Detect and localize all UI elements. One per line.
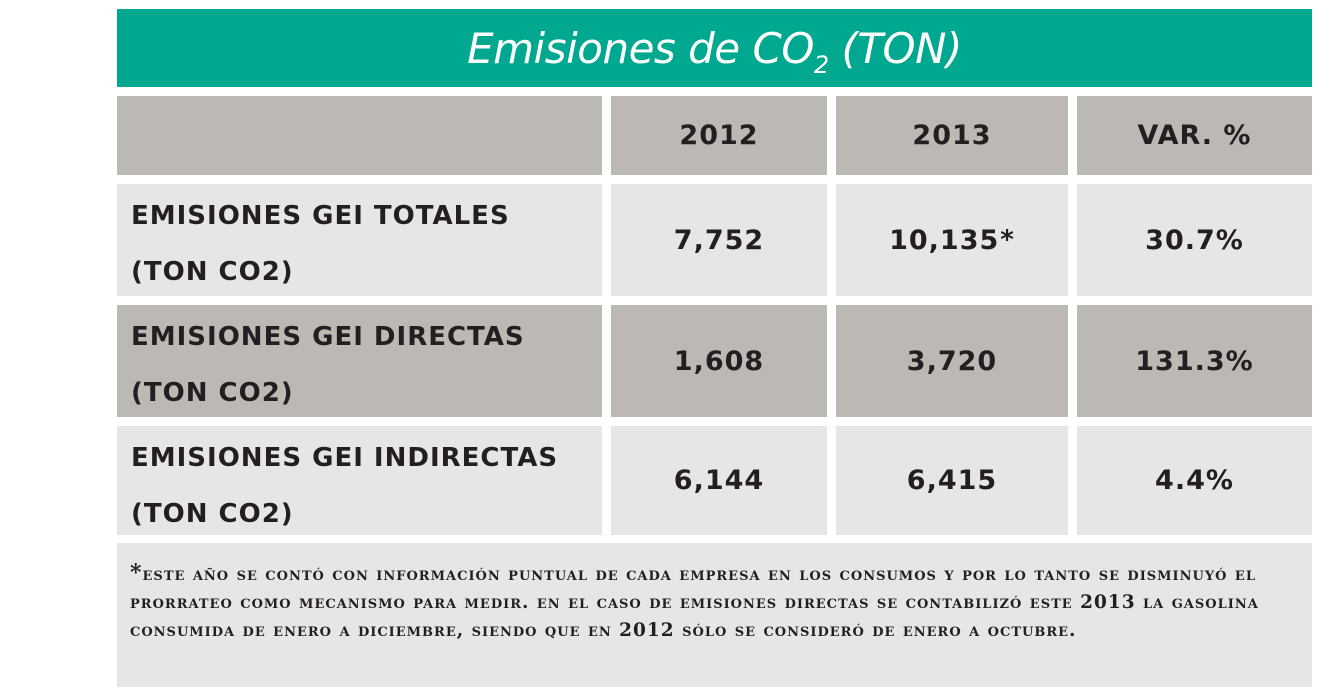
title-unit: (TON)	[828, 23, 963, 73]
table-title-bar: Emisiones de CO2 (TON)	[117, 9, 1312, 87]
table-title: Emisiones de CO2 (TON)	[467, 23, 963, 77]
cell-indirectas-var: 4.4%	[1077, 426, 1312, 535]
header-var-pct: VAR. %	[1077, 96, 1312, 175]
cell-totales-2013: 10,135 *	[836, 184, 1068, 296]
cell-indirectas-2013: 6,415	[836, 426, 1068, 535]
header-2012: 2012	[611, 96, 827, 175]
footnote-text: ESTE AÑO SE CONTÓ CON INFORMACIÓN PUNTUA…	[130, 564, 1259, 641]
row-label-line2: (TON CO2)	[131, 499, 294, 529]
cell-totales-2012: 7,752	[611, 184, 827, 296]
cell-totales-2013-value: 10,135	[889, 224, 1000, 256]
header-2013: 2013	[836, 96, 1068, 175]
header-empty-cell	[117, 96, 602, 175]
footnote-asterisk: *	[130, 560, 143, 586]
cell-directas-var: 131.3%	[1077, 305, 1312, 417]
title-subscript: 2	[813, 50, 829, 79]
row-label-line2: (TON CO2)	[131, 257, 294, 287]
cell-totales-var: 30.7%	[1077, 184, 1312, 296]
cell-indirectas-2012: 6,144	[611, 426, 827, 535]
title-main: Emisiones de CO	[467, 23, 814, 73]
cell-directas-2013: 3,720	[836, 305, 1068, 417]
row-label-line1: EMISIONES GEI INDIRECTAS	[131, 443, 559, 473]
cell-directas-2012: 1,608	[611, 305, 827, 417]
footnote-marker: *	[1000, 225, 1015, 255]
row-label-indirectas: EMISIONES GEI INDIRECTAS (TON CO2)	[117, 426, 602, 535]
row-label-line1: EMISIONES GEI DIRECTAS	[131, 322, 525, 352]
row-label-line2: (TON CO2)	[131, 378, 294, 408]
row-label-directas: EMISIONES GEI DIRECTAS (TON CO2)	[117, 305, 602, 417]
row-label-line1: EMISIONES GEI TOTALES	[131, 201, 510, 231]
row-label-totales: EMISIONES GEI TOTALES (TON CO2)	[117, 184, 602, 296]
footnote: *ESTE AÑO SE CONTÓ CON INFORMACIÓN PUNTU…	[117, 543, 1312, 687]
